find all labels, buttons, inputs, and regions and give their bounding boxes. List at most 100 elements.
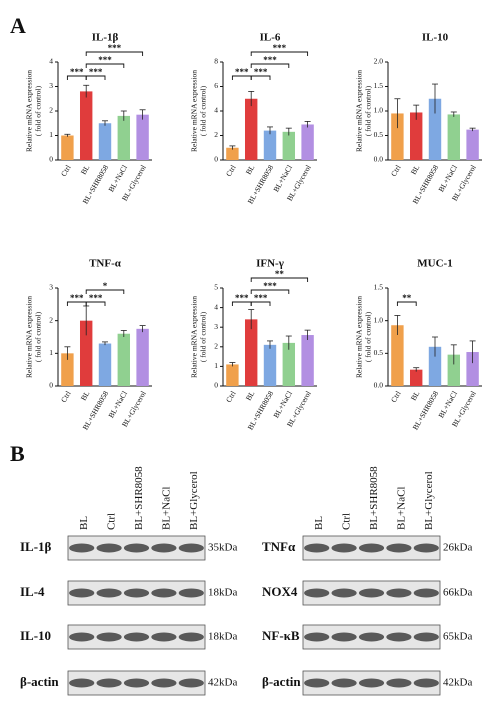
blot-band <box>331 678 357 688</box>
chart-title: TNF-α <box>89 258 122 270</box>
significance-label: *** <box>98 55 112 65</box>
significance-label: *** <box>263 281 277 291</box>
blot-band <box>358 588 385 598</box>
bar <box>244 319 258 386</box>
blot-band <box>413 678 439 688</box>
blot-band <box>151 678 177 688</box>
significance-label: *** <box>273 43 287 53</box>
size-label: 18kDa <box>208 631 237 643</box>
blot-band <box>413 543 439 553</box>
x-tick-label: BL <box>244 389 257 402</box>
blot-band <box>413 588 439 598</box>
size-label: 42kDa <box>208 677 237 689</box>
lane-label: Ctrl <box>106 513 118 530</box>
lane-label: BL+SHR8058 <box>133 466 145 530</box>
blot-band <box>178 632 204 642</box>
blot-band <box>413 632 439 642</box>
bar <box>117 115 131 160</box>
significance-label: * <box>103 281 108 291</box>
y-axis-label: ( fold of control) <box>199 311 208 362</box>
blot-band <box>178 678 204 688</box>
y-tick-label: 6 <box>214 81 218 90</box>
significance-label: *** <box>89 293 103 303</box>
y-tick-label: 5 <box>214 283 218 292</box>
blot-band <box>358 632 385 642</box>
blot-band <box>96 588 122 598</box>
y-tick-label: 1.0 <box>374 315 384 324</box>
blot-band <box>178 543 204 553</box>
x-tick-label: Ctrl <box>59 389 73 404</box>
x-tick-label: BL <box>409 163 422 176</box>
bar <box>466 129 479 160</box>
significance-bracket <box>85 75 106 80</box>
blot-band <box>304 678 330 688</box>
significance-label: *** <box>108 43 122 53</box>
bar <box>409 369 423 386</box>
y-axis-label: Relative mRNA expression <box>355 296 364 378</box>
significance-bracket <box>250 301 271 306</box>
blot-band <box>386 588 412 598</box>
x-tick-label: Ctrl <box>389 389 403 404</box>
bar <box>136 328 149 386</box>
blot-band <box>96 678 122 688</box>
x-tick-label: Ctrl <box>224 163 238 178</box>
lane-label: BL+SHR8058 <box>368 466 380 530</box>
bar <box>226 364 239 386</box>
bar <box>391 325 404 386</box>
significance-label: ** <box>275 269 285 279</box>
bar <box>136 114 149 160</box>
y-tick-label: 0.0 <box>374 381 384 390</box>
bar <box>428 346 442 386</box>
bar <box>98 123 112 160</box>
significance-label: *** <box>263 55 277 65</box>
y-tick-label: 0 <box>49 155 53 164</box>
x-tick-label: BL <box>79 389 92 402</box>
y-tick-label: 0.5 <box>374 348 384 357</box>
size-label: 18kDa <box>208 587 237 599</box>
blot-band <box>304 543 330 553</box>
blot-band <box>69 632 95 642</box>
y-axis-label: Relative mRNA expression <box>25 70 34 152</box>
bar <box>409 112 423 160</box>
lane-label: BL <box>313 516 325 530</box>
y-tick-label: 0 <box>49 381 53 390</box>
y-axis-label: Relative mRNA expression <box>355 70 364 152</box>
bar <box>282 342 296 386</box>
significance-label: *** <box>70 67 84 77</box>
blot-band <box>69 588 95 598</box>
y-tick-label: 0.0 <box>374 155 384 164</box>
blot-band <box>386 632 412 642</box>
y-axis-label: ( fold of control) <box>34 85 43 136</box>
significance-label: *** <box>235 293 249 303</box>
significance-label: *** <box>235 67 249 77</box>
lane-label: Ctrl <box>341 513 353 530</box>
size-label: 26kDa <box>443 542 472 554</box>
significance-label: *** <box>254 293 268 303</box>
protein-label: β-actin <box>20 674 59 689</box>
chart-title: IFN-γ <box>256 258 284 270</box>
y-axis-label: ( fold of control) <box>364 311 373 362</box>
protein-label: NOX4 <box>262 584 298 599</box>
bar <box>244 98 258 160</box>
significance-bracket <box>250 75 271 80</box>
x-tick-label: Ctrl <box>389 163 403 178</box>
y-axis-label: ( fold of control) <box>34 311 43 362</box>
bar <box>447 354 461 386</box>
blot-band <box>69 678 95 688</box>
y-tick-label: 1.0 <box>374 106 384 115</box>
blot-band <box>123 678 150 688</box>
size-label: 65kDa <box>443 631 472 643</box>
y-tick-label: 0.5 <box>374 130 384 139</box>
y-tick-label: 4 <box>214 302 218 311</box>
lane-label: BL+Glycerol <box>188 471 200 530</box>
y-tick-label: 1 <box>49 130 53 139</box>
chart-title: IL-6 <box>260 32 281 44</box>
blot-band <box>331 588 357 598</box>
significance-bracket <box>250 51 309 56</box>
y-tick-label: 1 <box>214 361 218 370</box>
blot-band <box>123 588 150 598</box>
y-tick-label: 1 <box>49 348 53 357</box>
blot-band <box>386 543 412 553</box>
bar <box>79 320 93 386</box>
y-tick-label: 2 <box>214 342 218 351</box>
